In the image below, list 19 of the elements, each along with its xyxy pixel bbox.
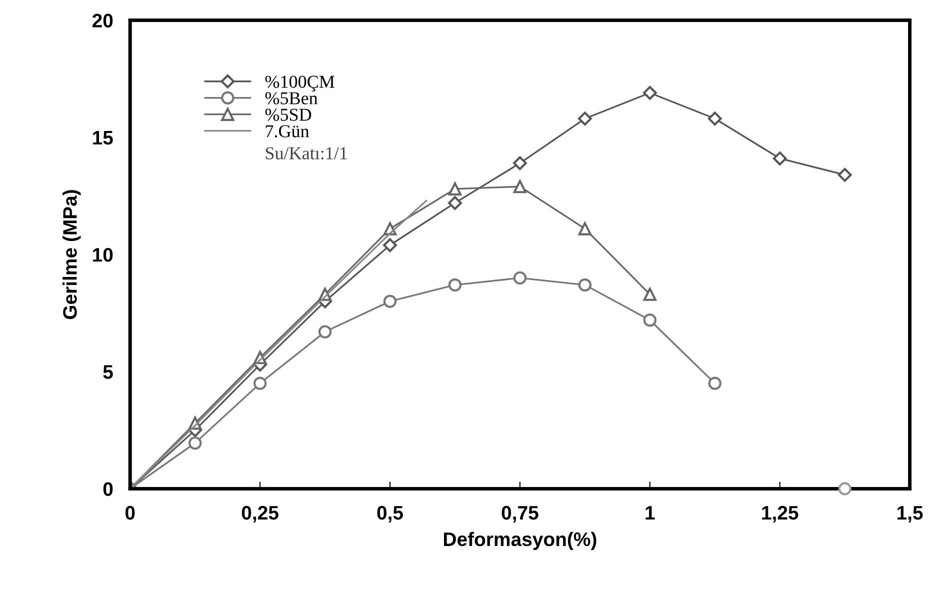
legend-label: %5SD <box>265 108 312 121</box>
x-tick-label: 0,25 <box>242 506 278 523</box>
annotation: Su/Katı:1/1 <box>266 147 347 160</box>
y-tick-label: 10 <box>93 248 113 262</box>
y-tick-label: 20 <box>92 14 113 28</box>
y-tick-label: 0 <box>103 482 113 496</box>
x-tick-label: 1,5 <box>898 506 923 523</box>
x-tick-label: 0,75 <box>502 506 538 523</box>
legend-label: %5Ben <box>265 92 318 104</box>
legend-label: %100ÇM <box>265 76 334 92</box>
legend-label: 7.Gün <box>266 125 310 138</box>
x-tick-label: 1,25 <box>762 506 798 523</box>
x-tick-label: 0 <box>125 506 135 520</box>
y-tick-label: 15 <box>93 131 113 145</box>
x-axis-title: Deformasyon(%) <box>444 532 596 550</box>
x-tick-label: 1 <box>646 506 655 520</box>
y-tick-label: 5 <box>103 365 113 379</box>
x-tick-label: 0,5 <box>377 506 403 523</box>
y-axis-title: Gerilme (MPa) <box>62 190 81 320</box>
